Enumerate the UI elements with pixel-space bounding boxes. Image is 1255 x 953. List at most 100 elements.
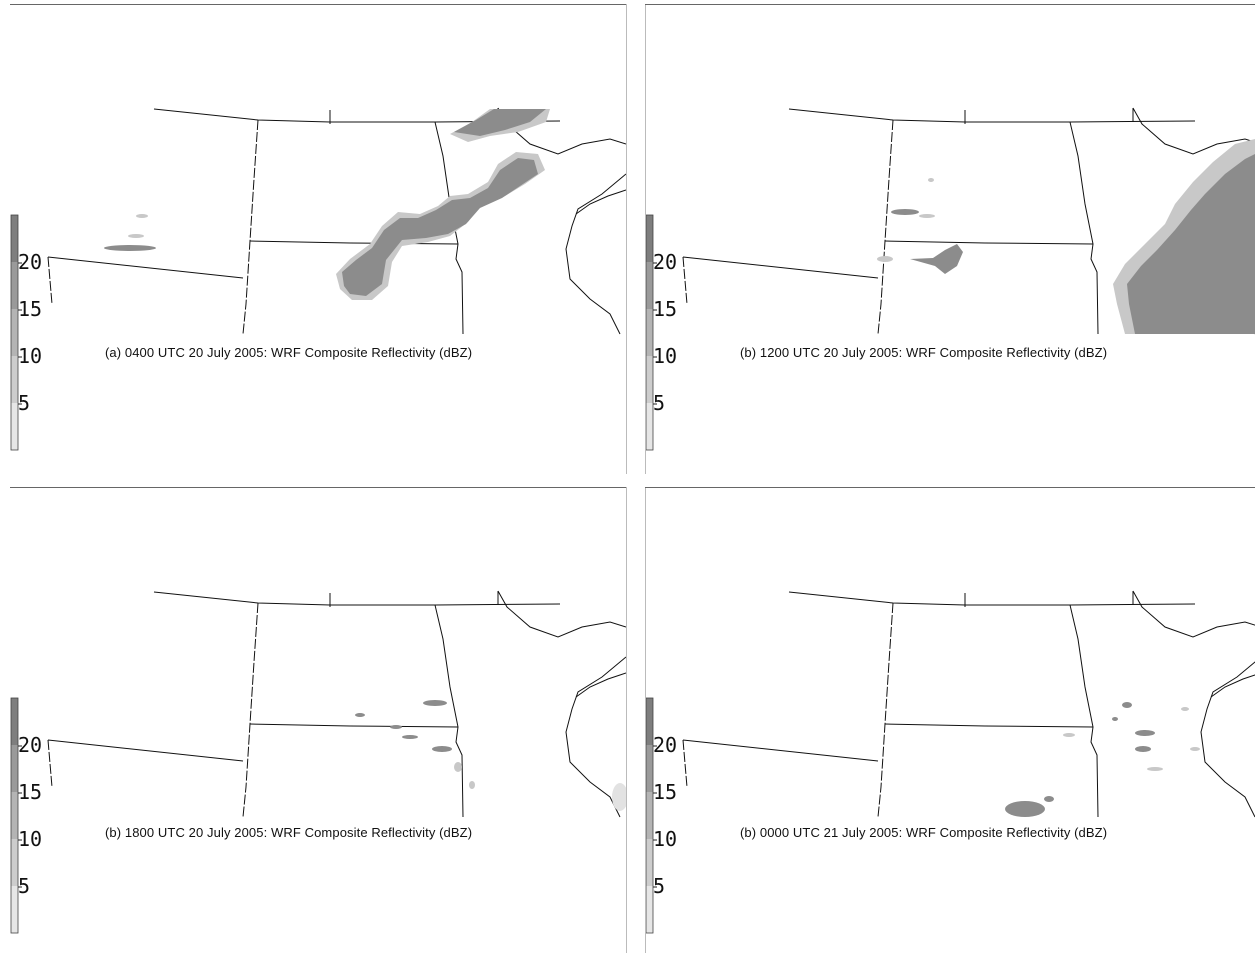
colorbar-segment (646, 698, 653, 745)
state-boundary-line (1069, 604, 1099, 818)
colorbar-tick-label: 20 (653, 733, 678, 757)
echo-cell (1190, 747, 1200, 751)
state-boundary-line (565, 656, 626, 818)
state-boundary-line (575, 672, 626, 698)
panel-map (10, 590, 626, 934)
panel-map (645, 107, 1255, 451)
panel-1200-utc-20-july: (b) 1200 UTC 20 July 2005: WRF Composite… (645, 4, 1255, 474)
colorbar-segment (11, 886, 18, 933)
echo-cell (1112, 717, 1118, 721)
state-boundary-line (682, 256, 879, 279)
state-boundary-line (1069, 121, 1099, 335)
reflectivity-echoes (104, 109, 550, 300)
echo-cell (128, 234, 144, 238)
echo-cell (877, 256, 893, 262)
panel-caption: (b) 1800 UTC 20 July 2005: WRF Composite… (105, 825, 473, 840)
state-boundaries (682, 590, 1255, 818)
panel-divider (626, 4, 627, 474)
colorbar-segment (646, 215, 653, 262)
panel-0000-utc-21-july: (b) 0000 UTC 21 July 2005: WRF Composite… (645, 487, 1255, 953)
state-boundary-dashed (242, 602, 259, 818)
colorbar-segment (646, 403, 653, 450)
colorbar-tick-label: 20 (653, 250, 678, 274)
panel-top-border (10, 487, 626, 488)
state-boundary-dashed (877, 119, 894, 335)
colorbar-segment (646, 792, 653, 839)
reflectivity-echoes (877, 139, 1255, 334)
colorbar (10, 214, 22, 451)
echo-cell (390, 725, 402, 729)
colorbar-frame (645, 697, 654, 934)
state-boundary-dashed (877, 602, 894, 818)
colorbar-segment (646, 886, 653, 933)
colorbar (645, 697, 657, 934)
colorbar-segment (11, 839, 18, 886)
colorbar-tick-label: 5 (653, 391, 666, 415)
colorbar-segment (11, 698, 18, 745)
echo-cell (1181, 707, 1189, 711)
colorbar-tick-label: 15 (18, 780, 43, 804)
panel-top-border (645, 487, 1255, 488)
colorbar-segment (11, 262, 18, 309)
echo-cell (402, 735, 418, 739)
panel-caption: (b) 0000 UTC 21 July 2005: WRF Composite… (740, 825, 1108, 840)
echo-cell (891, 209, 919, 215)
echo-cell (612, 783, 626, 811)
colorbar-segment (646, 839, 653, 886)
echo-cell (469, 781, 475, 789)
colorbar-tick-label: 10 (653, 827, 678, 851)
colorbar-segment (11, 403, 18, 450)
reflectivity-echoes (1005, 702, 1200, 817)
colorbar-tick-label: 5 (18, 874, 31, 898)
colorbar-frame (10, 214, 19, 451)
echo-cell (1122, 702, 1132, 708)
colorbar-segment (11, 309, 18, 356)
state-boundary-line (47, 739, 244, 762)
echo-region (1127, 154, 1255, 334)
colorbar-frame (645, 214, 654, 451)
state-boundary-line (497, 590, 626, 638)
colorbar-segment (646, 356, 653, 403)
echo-cell (928, 178, 934, 182)
state-boundaries (47, 107, 626, 335)
echo-cell (1135, 746, 1151, 752)
state-boundary-line (884, 240, 1094, 245)
echo-cell (919, 214, 935, 218)
colorbar-tick-label: 10 (653, 344, 678, 368)
panel-map (10, 107, 626, 451)
state-boundary-line (249, 723, 459, 728)
state-boundary-line (249, 240, 459, 245)
colorbar-segment (646, 745, 653, 792)
colorbar-frame (10, 697, 19, 934)
echo-cell (104, 245, 156, 251)
panel-0400-utc-20-july: (a) 0400 UTC 20 July 2005: WRF Composite… (10, 4, 626, 474)
echo-region (454, 109, 546, 136)
state-boundary-line (434, 604, 464, 818)
state-boundary-line (575, 189, 626, 215)
panel-divider (645, 4, 646, 474)
colorbar-tick-label: 15 (18, 297, 43, 321)
state-boundaries (47, 590, 626, 818)
state-boundary-line (1210, 674, 1255, 698)
echo-cell (432, 746, 452, 752)
colorbar-segment (11, 745, 18, 792)
echo-cell (454, 762, 462, 772)
colorbar-tick-label: 20 (18, 733, 43, 757)
echo-cell (423, 700, 447, 706)
echo-cell (1005, 801, 1045, 817)
echo-region (910, 244, 963, 274)
colorbar-tick-label: 10 (18, 344, 43, 368)
panel-top-border (645, 4, 1255, 5)
echo-region (342, 158, 538, 296)
state-boundary-line (1132, 590, 1255, 638)
colorbar-segment (11, 356, 18, 403)
colorbar-segment (11, 215, 18, 262)
echo-cell (355, 713, 365, 717)
colorbar-segment (646, 262, 653, 309)
state-boundary-line (565, 173, 626, 335)
state-boundary-dashed (47, 739, 53, 788)
state-boundary-dashed (47, 256, 53, 305)
echo-cell (1063, 733, 1075, 737)
panel-top-border (10, 4, 626, 5)
